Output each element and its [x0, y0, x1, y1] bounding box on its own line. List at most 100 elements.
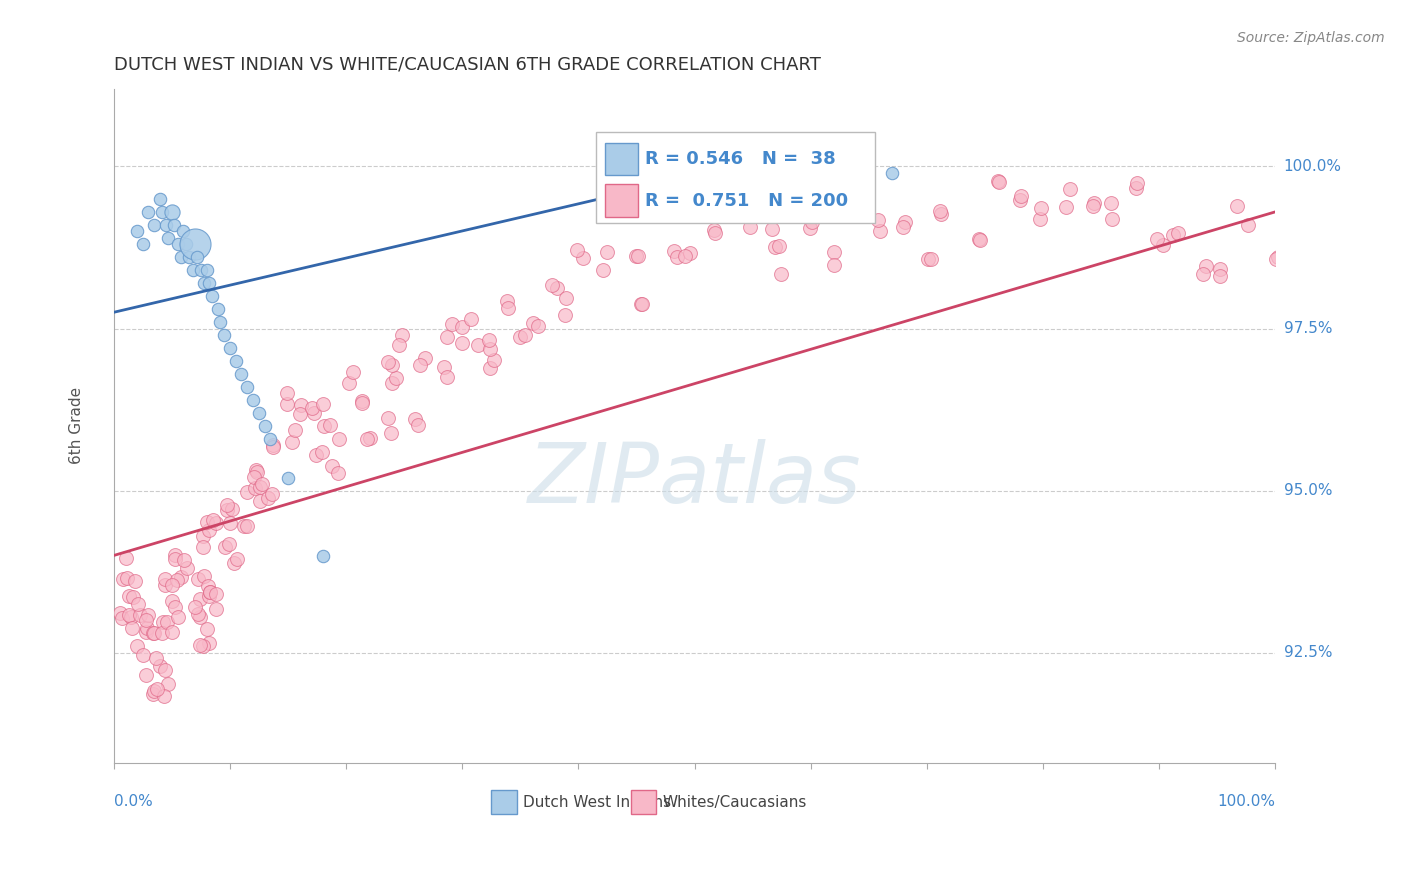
Point	[768, 239, 790, 253]
Point	[707, 166, 730, 180]
Point	[163, 218, 186, 232]
Point	[770, 267, 793, 281]
Point	[277, 471, 299, 485]
Point	[837, 196, 859, 211]
Point	[479, 361, 502, 376]
Point	[193, 569, 215, 583]
Point	[1054, 200, 1077, 214]
Point	[153, 573, 176, 587]
Point	[509, 330, 531, 344]
Point	[209, 315, 232, 329]
Point	[186, 250, 208, 264]
Point	[198, 589, 221, 603]
Point	[627, 249, 650, 263]
Text: 97.5%: 97.5%	[1284, 321, 1333, 336]
Point	[225, 354, 247, 368]
Point	[894, 215, 917, 229]
Point	[143, 626, 166, 640]
Point	[127, 597, 149, 611]
Point	[554, 292, 576, 306]
Point	[451, 320, 474, 334]
Point	[197, 579, 219, 593]
Point	[1265, 252, 1288, 266]
Point	[160, 625, 183, 640]
Point	[155, 218, 177, 232]
Point	[311, 397, 333, 411]
Point	[1081, 199, 1104, 213]
Text: 95.0%: 95.0%	[1284, 483, 1333, 498]
Point	[111, 572, 134, 586]
Point	[1209, 262, 1232, 277]
Point	[262, 438, 284, 452]
Point	[218, 537, 240, 551]
Point	[198, 585, 221, 599]
Point	[146, 682, 169, 697]
Point	[987, 174, 1010, 188]
Point	[1152, 237, 1174, 252]
Point	[260, 486, 283, 500]
Point	[592, 263, 614, 277]
Point	[122, 590, 145, 604]
Point	[111, 611, 134, 625]
Point	[312, 549, 335, 563]
Point	[155, 663, 177, 677]
Point	[129, 607, 152, 622]
Point	[212, 328, 235, 343]
Point	[121, 621, 143, 635]
Point	[184, 599, 207, 614]
Point	[626, 249, 648, 263]
Point	[1125, 181, 1147, 195]
Point	[232, 519, 254, 533]
Point	[484, 353, 506, 368]
Text: ZIPatlas: ZIPatlas	[527, 439, 862, 520]
Point	[630, 297, 652, 311]
Point	[1209, 268, 1232, 283]
Point	[132, 648, 155, 663]
Point	[253, 418, 276, 433]
Point	[513, 328, 536, 343]
Point	[284, 424, 307, 438]
Point	[460, 312, 482, 326]
Point	[124, 574, 146, 589]
Point	[222, 556, 245, 570]
Point	[276, 397, 298, 411]
Text: Whites/Caucasians: Whites/Caucasians	[662, 795, 807, 810]
Point	[172, 224, 194, 238]
Point	[190, 638, 212, 652]
Point	[891, 220, 914, 235]
Point	[496, 293, 519, 308]
Point	[142, 626, 165, 640]
Point	[135, 624, 157, 639]
Point	[191, 639, 214, 653]
Point	[673, 249, 696, 263]
Point	[1059, 182, 1081, 196]
FancyBboxPatch shape	[491, 790, 517, 814]
Point	[131, 237, 153, 252]
Point	[166, 573, 188, 587]
Point	[433, 360, 456, 375]
Point	[572, 252, 595, 266]
Text: 100.0%: 100.0%	[1218, 794, 1275, 809]
Point	[630, 296, 652, 310]
Point	[245, 481, 267, 495]
Point	[145, 651, 167, 665]
Point	[166, 237, 188, 252]
Point	[565, 244, 588, 258]
Point	[467, 338, 489, 352]
Point	[205, 516, 228, 530]
Point	[554, 308, 576, 322]
Point	[540, 278, 562, 293]
Point	[799, 221, 821, 235]
Point	[125, 224, 148, 238]
Point	[311, 445, 333, 459]
Point	[160, 204, 183, 219]
Point	[236, 484, 259, 499]
Point	[1192, 267, 1215, 281]
Text: Dutch West Indians: Dutch West Indians	[523, 795, 671, 810]
Point	[198, 276, 221, 290]
Point	[190, 263, 212, 277]
Point	[120, 610, 142, 624]
Point	[436, 370, 458, 384]
Point	[290, 398, 312, 412]
Point	[138, 204, 160, 219]
